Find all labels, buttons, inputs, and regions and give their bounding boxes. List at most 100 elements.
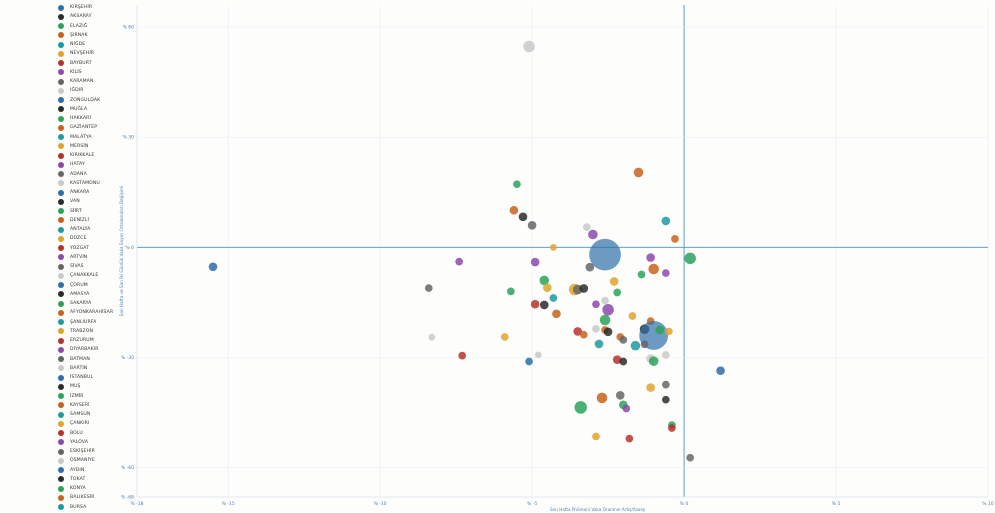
data-point[interactable] — [648, 263, 659, 275]
data-point[interactable] — [637, 270, 646, 279]
data-point[interactable] — [622, 404, 631, 413]
legend-item[interactable]: KIRŞEHİR — [58, 3, 92, 12]
legend-item[interactable]: YALOVA — [58, 438, 88, 447]
legend-item[interactable]: MERSİN — [58, 142, 88, 151]
data-point[interactable] — [594, 339, 604, 349]
legend-item[interactable]: BURSA — [58, 503, 86, 512]
data-point[interactable] — [523, 40, 535, 53]
legend-item[interactable]: NEVŞEHİR — [58, 49, 94, 58]
data-point[interactable] — [716, 366, 725, 376]
legend-item[interactable]: KASTAMONU — [58, 179, 100, 188]
data-point[interactable] — [424, 284, 433, 292]
data-point[interactable] — [513, 180, 521, 189]
data-point[interactable] — [518, 212, 528, 222]
legend-item[interactable]: SİVAS — [58, 262, 84, 271]
legend-item[interactable]: KİLİS — [58, 68, 82, 77]
legend-item[interactable]: YOZGAT — [58, 244, 89, 253]
legend-item[interactable]: BARTIN — [58, 364, 87, 373]
legend-item[interactable]: KONYA — [58, 484, 86, 493]
legend-item[interactable]: ADANA — [58, 170, 87, 179]
legend-item[interactable]: ŞIRNAK — [58, 31, 88, 40]
legend-item[interactable]: MUĞLA — [58, 105, 87, 114]
legend-item[interactable]: SAMSUN — [58, 410, 90, 419]
legend-item[interactable]: GAZİANTEP — [58, 123, 97, 132]
legend-item[interactable]: OSMANİYE — [58, 456, 95, 465]
legend-item[interactable]: TOKAT — [58, 475, 85, 484]
data-point[interactable] — [208, 262, 218, 272]
legend-item[interactable]: ÇANAKKALE — [58, 271, 98, 280]
data-point[interactable] — [665, 327, 673, 336]
legend-item[interactable]: AMASYA — [58, 290, 89, 299]
data-point[interactable] — [428, 333, 436, 341]
data-point[interactable] — [612, 355, 622, 365]
data-point[interactable] — [648, 356, 659, 366]
legend-item[interactable]: KAYSERİ — [58, 401, 90, 410]
data-point[interactable] — [625, 434, 634, 443]
data-point[interactable] — [588, 229, 598, 240]
data-point[interactable] — [661, 395, 670, 404]
data-point[interactable] — [661, 216, 671, 226]
data-point[interactable] — [534, 351, 542, 359]
data-point[interactable] — [646, 383, 655, 392]
data-point[interactable] — [509, 205, 519, 215]
legend-item[interactable]: BALIKESİR — [58, 493, 95, 502]
legend-item[interactable]: SAKARYA — [58, 299, 91, 308]
legend-item[interactable]: SİİRT — [58, 207, 82, 216]
legend-item[interactable]: ANTALYA — [58, 225, 90, 234]
data-point[interactable] — [527, 220, 537, 230]
legend-item[interactable]: BATMAN — [58, 355, 90, 364]
legend-item[interactable]: DENİZLİ — [58, 216, 89, 225]
data-point[interactable] — [615, 390, 625, 400]
legend-item[interactable]: KIRIKKALE — [58, 151, 94, 160]
data-point[interactable] — [542, 283, 552, 293]
data-point[interactable] — [455, 257, 464, 266]
data-point[interactable] — [549, 294, 558, 302]
data-point[interactable] — [686, 453, 694, 462]
data-point[interactable] — [661, 351, 670, 359]
legend-item[interactable]: ÇANKIRI — [58, 419, 89, 428]
legend-item[interactable]: KARAMAN — [58, 77, 93, 86]
legend-item[interactable]: ESKİŞEHİR — [58, 447, 95, 456]
legend-item[interactable]: İZMİR — [58, 392, 84, 401]
legend-item[interactable]: MUŞ — [58, 382, 81, 391]
data-point[interactable] — [640, 340, 649, 349]
data-point[interactable] — [671, 235, 679, 243]
data-point[interactable] — [601, 296, 609, 305]
data-point[interactable] — [573, 327, 583, 336]
data-point[interactable] — [619, 336, 628, 344]
data-point[interactable] — [592, 432, 600, 441]
data-point[interactable] — [582, 223, 591, 231]
data-point[interactable] — [633, 167, 644, 178]
data-point[interactable] — [609, 277, 619, 286]
data-point[interactable] — [630, 340, 641, 351]
data-point[interactable] — [530, 257, 540, 267]
legend-item[interactable]: İSTANBUL — [58, 373, 93, 382]
data-point[interactable] — [579, 284, 589, 293]
legend-item[interactable]: AFYONKARAHİSAR — [58, 308, 113, 317]
legend-item[interactable]: AKSARAY — [58, 12, 92, 21]
data-point[interactable] — [500, 333, 509, 341]
legend-item[interactable]: ELAZIĞ — [58, 22, 87, 31]
legend-item[interactable]: ANKARA — [58, 188, 89, 197]
legend-item[interactable]: DÜZCE — [58, 234, 87, 243]
legend-item[interactable]: ZONGULDAK — [58, 96, 100, 105]
data-point[interactable] — [661, 269, 670, 277]
data-point[interactable] — [574, 401, 587, 414]
legend-item[interactable]: DİYARBAKIR — [58, 345, 99, 354]
data-point[interactable] — [525, 357, 533, 366]
legend-item[interactable]: ERZURUM — [58, 336, 94, 345]
legend-item[interactable]: IĞDIR — [58, 86, 84, 95]
data-point[interactable] — [661, 380, 670, 389]
data-point[interactable] — [592, 300, 600, 309]
data-point[interactable] — [530, 299, 540, 309]
data-point[interactable] — [596, 392, 608, 404]
data-point[interactable] — [539, 300, 549, 310]
legend-item[interactable]: HAKKARİ — [58, 114, 91, 123]
data-point[interactable] — [589, 238, 621, 271]
legend-item[interactable]: NİĞDE — [58, 40, 85, 49]
legend-item[interactable]: VAN — [58, 197, 80, 206]
legend-item[interactable]: ARTVİN — [58, 253, 87, 262]
data-point[interactable] — [550, 243, 557, 251]
data-point[interactable] — [646, 253, 655, 262]
data-point[interactable] — [458, 351, 467, 360]
